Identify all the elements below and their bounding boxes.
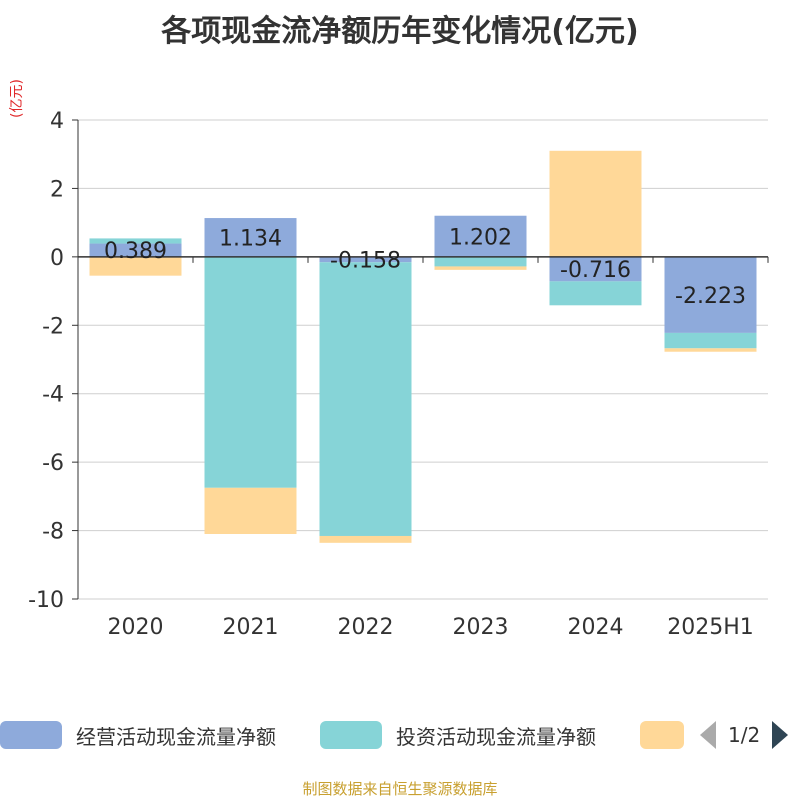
y-tick-label: -6 (42, 451, 64, 476)
y-tick-label: -4 (42, 383, 64, 408)
y-tick-label: 0 (50, 246, 64, 271)
bar-segment (89, 243, 182, 257)
legend-swatch (0, 721, 62, 749)
x-tick-label: 2022 (338, 615, 394, 640)
bar-segment (664, 256, 757, 333)
bar-segment (89, 238, 182, 244)
legend-swatch (320, 721, 382, 749)
bar-segment (664, 332, 757, 349)
bar-segment (204, 256, 297, 488)
data-source: 制图数据来自恒生聚源数据库 (302, 780, 498, 798)
legend-item-investing[interactable]: 投资活动现金流量净额 (320, 718, 596, 752)
legend-page-indicator: 1/2 (728, 723, 761, 747)
bar-segment (434, 256, 527, 267)
chart-title: 各项现金流净额历年变化情况(亿元) (161, 14, 639, 49)
bar-segment (319, 535, 412, 543)
y-tick-label: 4 (50, 109, 64, 134)
x-tick-label: 2024 (568, 615, 624, 640)
x-tick-label: 2021 (223, 615, 279, 640)
legend-pager: 1/2 (700, 718, 789, 752)
y-tick-label: -8 (42, 520, 64, 545)
x-tick-label: 2025H1 (667, 615, 754, 640)
data-label: 0.389 (104, 239, 167, 264)
data-label: -2.223 (675, 284, 746, 309)
bar-segment (434, 266, 527, 270)
legend: 经营活动现金流量净额 投资活动现金流量净额 (0, 718, 800, 752)
y-tick-label: -2 (42, 314, 64, 339)
previous-page-icon[interactable] (700, 721, 716, 749)
bar-segment (664, 348, 757, 352)
data-label: 1.202 (449, 225, 512, 250)
bar-segment (204, 487, 297, 534)
bar-chart: 4 2 0 -2 -4 -6 -8 -10 2020 2021 2022 2023 2024 2025H… (28, 109, 769, 640)
bar-segment (319, 256, 412, 263)
data-label: -0.716 (560, 258, 631, 283)
legend-item-operating[interactable]: 经营活动现金流量净额 (0, 718, 276, 752)
x-tick-label: 2023 (453, 615, 509, 640)
legend-swatch (640, 721, 684, 749)
bar-segment (204, 218, 297, 257)
legend-item-financing[interactable] (640, 718, 684, 752)
bar-segment (319, 262, 412, 536)
legend-label: 投资活动现金流量净额 (396, 724, 596, 749)
bar-segment (549, 256, 642, 282)
y-tick-label: -10 (28, 588, 64, 613)
x-tick-label: 2020 (108, 615, 164, 640)
data-label: 1.134 (219, 226, 282, 251)
legend-label: 经营活动现金流量净额 (76, 724, 276, 749)
next-page-icon[interactable] (772, 721, 789, 749)
bar-segment (89, 256, 182, 276)
bar-segment (549, 281, 642, 306)
bar-segment (549, 150, 642, 257)
data-label: -0.158 (330, 249, 401, 274)
y-tick-label: 2 (50, 177, 64, 202)
bar-segment (434, 215, 527, 257)
